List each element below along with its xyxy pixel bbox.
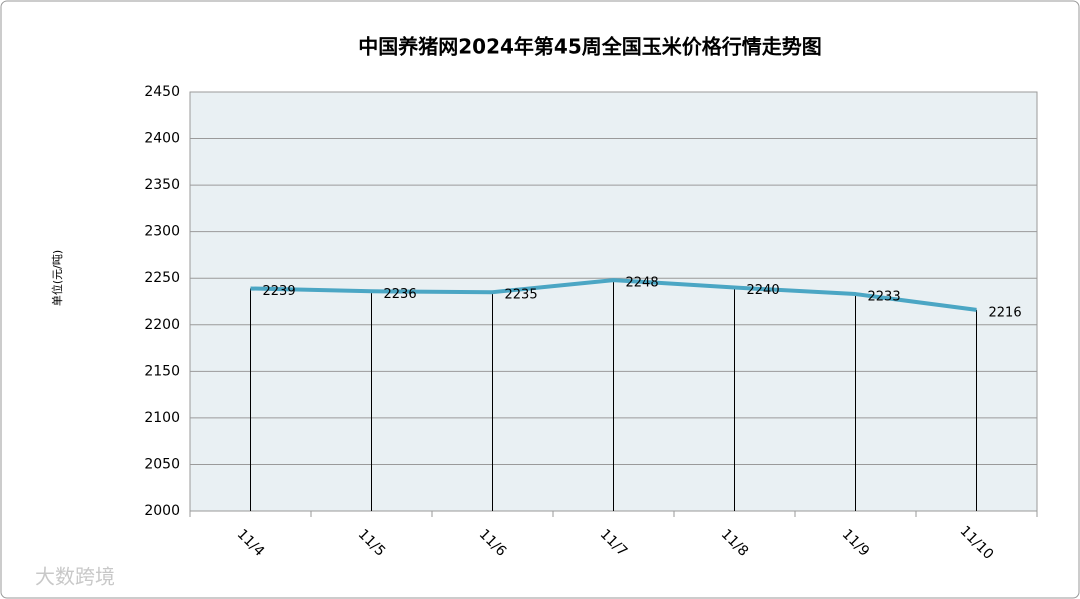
value-label: 2239 bbox=[263, 284, 296, 299]
y-tick-label: 2400 bbox=[144, 131, 180, 147]
y-tick-label: 2450 bbox=[144, 84, 180, 100]
watermark: 大数跨境 bbox=[35, 565, 115, 589]
value-label: 2248 bbox=[626, 276, 659, 291]
y-tick-label: 2350 bbox=[144, 177, 180, 193]
y-tick-label: 2250 bbox=[144, 270, 180, 286]
y-tick-label: 2200 bbox=[144, 317, 180, 333]
y-axis-label: 单位(元/吨) bbox=[50, 250, 64, 306]
y-tick-label: 2150 bbox=[144, 363, 180, 379]
value-label: 2240 bbox=[747, 283, 780, 298]
y-tick-label: 2100 bbox=[144, 410, 180, 426]
y-tick-label: 2000 bbox=[144, 503, 180, 519]
value-label: 2233 bbox=[868, 290, 901, 305]
chart-title: 中国养猪网2024年第45周全国玉米价格行情走势图 bbox=[358, 35, 822, 59]
value-label: 2216 bbox=[989, 305, 1022, 320]
value-label: 2235 bbox=[505, 288, 538, 303]
value-label: 2236 bbox=[384, 287, 417, 302]
y-tick-label: 2300 bbox=[144, 224, 180, 240]
y-tick-label: 2050 bbox=[144, 456, 180, 472]
data-line bbox=[250, 278, 977, 312]
